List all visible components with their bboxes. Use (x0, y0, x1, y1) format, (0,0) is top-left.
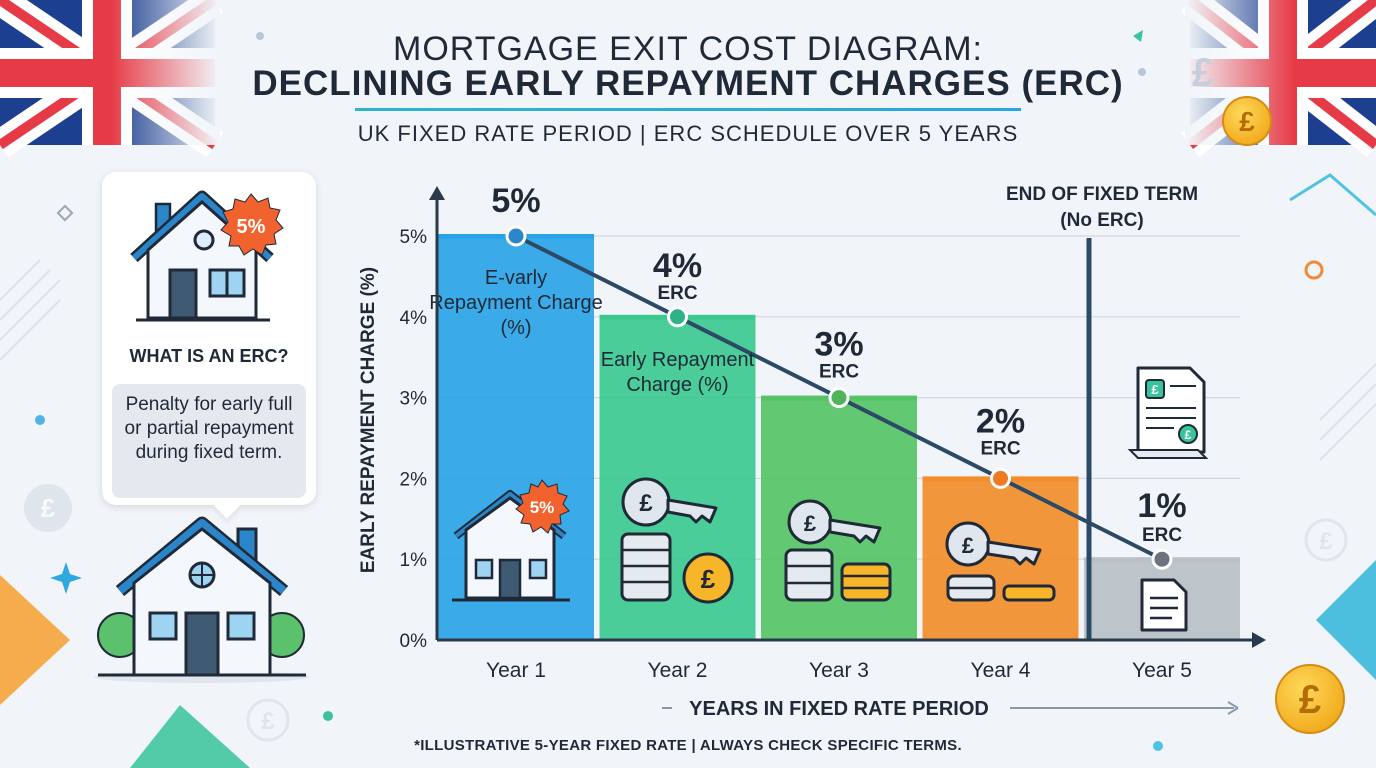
title-divider (355, 108, 1021, 111)
data-point (505, 225, 527, 247)
bar-icons-layer: 5% £ £ £ (452, 366, 1209, 632)
faded-pound-coin: £ (246, 698, 290, 742)
erc-tag: ERC (980, 438, 1020, 459)
pound-key-icon: £ (945, 521, 1042, 567)
data-point (1151, 548, 1173, 570)
orange-corner-shape (0, 575, 70, 705)
svg-text:£: £ (962, 533, 975, 558)
x-axis-title: YEARS IN FIXED RATE PERIOD (689, 698, 989, 720)
pound-key-icon: £ (621, 477, 718, 527)
bar (922, 478, 1079, 640)
x-axis-arrow (1252, 632, 1266, 648)
data-point (990, 467, 1011, 489)
gold-pound-coin: £ (682, 552, 734, 604)
value-label: 3% (814, 326, 863, 364)
coin-stack-icon (784, 548, 834, 602)
axes-layer: Year 1 Year 2 Year 3 Year 4 Year 5 YEARS IN F… (358, 186, 1266, 720)
value-label: 1% (1137, 487, 1186, 525)
x-tick-label: Year 3 (809, 659, 869, 682)
erc-tag: ERC (819, 362, 859, 383)
bar-inner-label: E-varly Repayment Charge (%) (429, 267, 602, 339)
large-house-icon (94, 516, 310, 683)
svg-text:£: £ (41, 493, 56, 523)
y-tick-label: 3% (400, 389, 428, 410)
svg-text:£: £ (1319, 528, 1333, 555)
svg-text:£: £ (639, 490, 653, 517)
bar (761, 397, 917, 640)
diamond-decor (56, 204, 74, 222)
teal-corner-shape (1316, 560, 1376, 680)
faded-pound-coin: £ (1304, 518, 1348, 562)
uk-flag-right (1180, 0, 1376, 157)
hatch-decor-right (1319, 363, 1376, 461)
statement-document-icon: £ £ (1127, 366, 1209, 459)
info-card-answer-box (112, 384, 306, 498)
coin-stack-icon (946, 574, 996, 602)
green-corner-shape (130, 705, 250, 768)
y-axis-arrow (429, 186, 445, 200)
sparkle-decor (50, 562, 82, 594)
y-axis-title: EARLY REPAYMENT CHARGE (%) (358, 267, 379, 573)
gold-coin-stack-icon (840, 562, 892, 602)
faded-pound-sign: £ (1192, 51, 1214, 95)
value-label: 4% (653, 247, 702, 285)
x-tick-label: Year 2 (648, 659, 708, 682)
coin-stack-icon (620, 532, 672, 602)
data-point (667, 306, 688, 328)
x-tick-label: Year 5 (1132, 659, 1192, 682)
triangle-decor (1133, 30, 1143, 42)
title-line-2: DECLINING EARLY REPAYMENT CHARGES (ERC) (252, 64, 1124, 103)
info-card-question: WHAT IS AN ERC? (129, 346, 289, 366)
info-card-answer: Penalty for early full or partial repaym… (124, 394, 294, 463)
uk-flag-left (0, 0, 224, 158)
value-label: 2% (976, 402, 1025, 440)
gold-pound-coin: £ (1275, 664, 1345, 734)
svg-text:£: £ (1151, 382, 1159, 397)
data-point (828, 387, 850, 409)
faded-pound-coin: £ (24, 484, 72, 532)
hatch-decor-left (0, 259, 61, 361)
svg-text:5%: 5% (530, 498, 555, 517)
pound-key-icon: £ (787, 499, 882, 545)
title-line-1: MORTGAGE EXIT COST DIAGRAM: (393, 30, 983, 68)
zigzag-decor (1289, 173, 1376, 217)
svg-text:£: £ (804, 511, 817, 536)
erc-tag: ERC (657, 283, 697, 304)
svg-text:5%: 5% (237, 216, 266, 238)
y-tick-label: 4% (400, 308, 428, 329)
svg-text:£: £ (1185, 428, 1192, 442)
document-icon (1140, 578, 1188, 632)
y-tick-label: 5% (400, 227, 428, 248)
y-tick-label: 2% (400, 469, 428, 490)
end-of-term-label: END OF FIXED TERM (1006, 184, 1198, 205)
y-tick-label: 1% (400, 550, 428, 571)
x-tick-label: Year 4 (971, 659, 1031, 682)
gold-coin-stack-icon (1002, 584, 1056, 602)
bar-inner-label: Early Repayment Charge (%) (601, 349, 755, 396)
erc-tag: ERC (1142, 525, 1182, 546)
svg-text:£: £ (701, 564, 716, 594)
end-of-term-sublabel: (No ERC) (1060, 210, 1143, 231)
bar-percent-badge-icon: 5% (515, 479, 570, 534)
gold-pound-coin: £ (1222, 96, 1272, 146)
y-tick-label: 0% (400, 631, 428, 652)
footnote: *ILLUSTRATIVE 5-YEAR FIXED RATE | ALWAYS… (414, 737, 962, 754)
svg-text:£: £ (1299, 678, 1321, 722)
x-tick-label: Year 1 (486, 659, 546, 682)
value-label: 5% (491, 182, 540, 220)
labels-layer: END OF FIXED TERM(No ERC)5%4%ERC3%ERC2%E… (429, 182, 1198, 546)
line-layer (505, 225, 1173, 570)
subtitle: UK FIXED RATE PERIOD | ERC SCHEDULE OVER… (357, 121, 1019, 146)
svg-text:£: £ (1239, 106, 1255, 137)
svg-text:£: £ (261, 708, 275, 735)
percent-badge-icon: 5% (220, 193, 284, 256)
x-title-arrow (1227, 701, 1239, 715)
